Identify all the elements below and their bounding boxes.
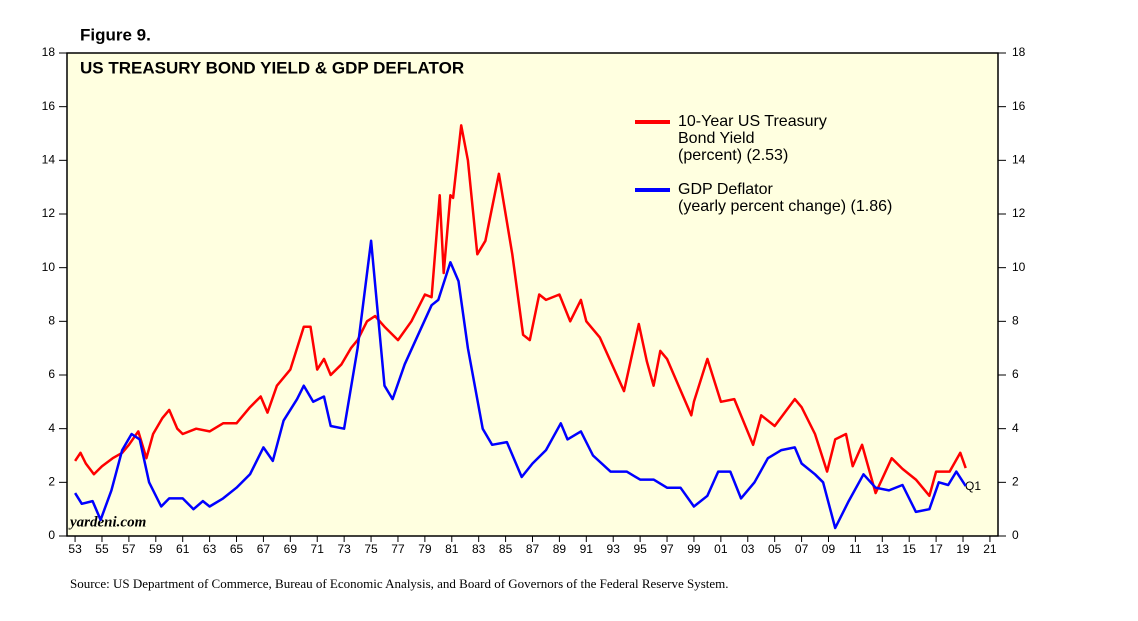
x-tick-label: 93 [607, 542, 621, 556]
x-tick-label: 89 [553, 542, 567, 556]
x-tick-label: 07 [795, 542, 809, 556]
y-tick-label: 18 [42, 45, 56, 59]
x-tick-label: 19 [956, 542, 970, 556]
y2-tick-label: 4 [1012, 421, 1019, 435]
y-tick-label: 14 [42, 153, 56, 167]
series-line [74, 239, 967, 530]
y2-tick-label: 12 [1012, 206, 1026, 220]
x-tick-label: 57 [122, 542, 136, 556]
x-tick-label: 15 [903, 542, 917, 556]
x-tick-label: 09 [822, 542, 836, 556]
x-tick-label: 67 [257, 542, 271, 556]
x-tick-label: 77 [391, 542, 405, 556]
series-line [74, 124, 967, 498]
x-tick-label: 69 [284, 542, 298, 556]
legend-label: GDP Deflator (yearly percent change) (1.… [678, 181, 893, 215]
x-tick-label: 63 [203, 542, 217, 556]
y-tick-label: 16 [42, 99, 56, 113]
watermark: yardeni.com [68, 514, 146, 530]
x-tick-label: 75 [364, 542, 378, 556]
x-tick-label: 65 [230, 542, 244, 556]
x-tick-label: 97 [660, 542, 674, 556]
y2-tick-label: 14 [1012, 153, 1026, 167]
x-tick-label: 99 [687, 542, 701, 556]
y-tick-label: 4 [48, 421, 55, 435]
source: Source: US Department of Commerce, Burea… [70, 576, 729, 591]
x-tick-label: 59 [149, 542, 163, 556]
y-tick-label: 6 [48, 367, 55, 381]
y2-tick-label: 18 [1012, 45, 1026, 59]
y-tick-label: 12 [42, 206, 56, 220]
x-tick-label: 87 [526, 542, 540, 556]
x-tick-label: 79 [418, 542, 432, 556]
x-tick-label: 85 [499, 542, 513, 556]
y-tick-label: 10 [42, 260, 56, 274]
y2-tick-label: 10 [1012, 260, 1026, 274]
x-tick-label: 21 [983, 542, 997, 556]
y-tick-label: 2 [48, 475, 55, 489]
x-tick-label: 83 [472, 542, 486, 556]
y-tick-label: 0 [48, 528, 55, 542]
x-tick-label: 71 [311, 542, 325, 556]
legend-label: 10-Year US Treasury Bond Yield (percent)… [678, 113, 827, 164]
x-tick-label: 73 [337, 542, 351, 556]
x-tick-label: 17 [929, 542, 943, 556]
y2-tick-label: 0 [1012, 528, 1019, 542]
x-tick-label: 13 [876, 542, 890, 556]
y-tick-label: 8 [48, 314, 55, 328]
annotation: Q1 [965, 479, 981, 493]
figure-label: Figure 9. [80, 25, 151, 44]
x-tick-label: 11 [849, 542, 862, 556]
y2-tick-label: 6 [1012, 367, 1019, 381]
x-tick-label: 05 [768, 542, 782, 556]
y2-tick-label: 8 [1012, 314, 1019, 328]
x-tick-label: 95 [633, 542, 647, 556]
x-tick-label: 53 [68, 542, 82, 556]
y2-tick-label: 16 [1012, 99, 1026, 113]
chart-title: US TREASURY BOND YIELD & GDP DEFLATOR [80, 58, 464, 77]
x-tick-label: 61 [176, 542, 190, 556]
y2-tick-label: 2 [1012, 475, 1019, 489]
x-tick-label: 03 [741, 542, 755, 556]
x-tick-label: 55 [95, 542, 109, 556]
x-tick-label: 81 [445, 542, 459, 556]
plot-area [66, 52, 999, 537]
x-tick-label: 01 [714, 542, 728, 556]
x-tick-label: 91 [580, 542, 594, 556]
